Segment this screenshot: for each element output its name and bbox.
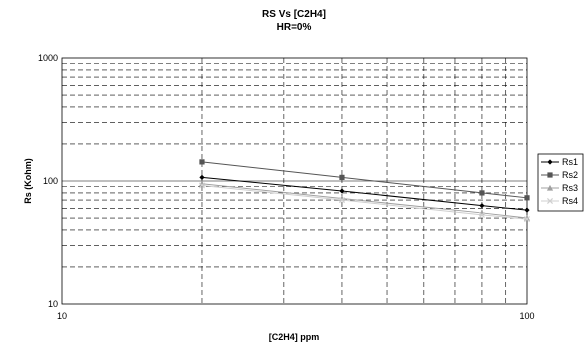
series-rs2: [199, 159, 530, 201]
data-point: [339, 174, 345, 180]
chart-title: RS Vs [C2H4]: [262, 9, 326, 20]
legend: Rs1 Rs2 Rs3 Rs4: [537, 153, 584, 212]
x-axis-label: [C2H4] ppm: [269, 332, 320, 342]
data-point: [198, 182, 206, 189]
data-point: [199, 159, 205, 165]
data-point: [479, 203, 485, 209]
x-tick-label: 10: [57, 311, 67, 321]
legend-label: Rs2: [562, 170, 578, 180]
legend-item-rs4: Rs4: [541, 196, 578, 206]
x-tick-label: 100: [519, 311, 534, 321]
legend-label: Rs4: [562, 196, 578, 206]
data-point: [199, 174, 205, 180]
tick-labels: 10 100 1000 10 100: [38, 53, 535, 321]
series-line: [201, 183, 528, 219]
data-point-stroke: [523, 216, 531, 223]
series-line: [201, 161, 528, 199]
data-point-stroke: [338, 197, 345, 204]
y-axis-label: Rs (Kohm): [23, 158, 33, 204]
data-point: [546, 184, 554, 191]
series-line: [201, 176, 528, 211]
data-point-stroke: [478, 211, 485, 218]
data-point: [478, 211, 485, 218]
data-point-stroke: [198, 182, 206, 189]
legend-item-rs2: Rs2: [541, 170, 578, 180]
series-rs1: [199, 174, 530, 213]
data-point: [546, 197, 554, 205]
data-point: [479, 190, 485, 196]
y-tick-label: 100: [43, 176, 58, 186]
legend-label: Rs3: [562, 183, 578, 193]
grid: [62, 58, 527, 304]
data-point: [524, 207, 530, 213]
legend-item-rs1: Rs1: [541, 157, 578, 167]
data-point: [523, 216, 531, 223]
plot-area: [61, 57, 528, 305]
data-point: [547, 159, 553, 165]
y-tick-label: 10: [48, 299, 58, 309]
y-tick-label: 1000: [38, 53, 58, 63]
legend-label: Rs1: [562, 157, 578, 167]
data-point: [338, 197, 345, 204]
data-point: [524, 195, 530, 201]
data-point: [547, 172, 553, 178]
legend-item-rs3: Rs3: [541, 183, 578, 193]
data-point: [198, 180, 206, 187]
data-point-stroke: [546, 197, 554, 205]
data-point: [339, 188, 345, 194]
chart-subtitle: HR=0%: [277, 22, 312, 33]
series-layer: [198, 159, 531, 223]
series-rs4: [198, 182, 531, 223]
series-line: [201, 184, 528, 220]
